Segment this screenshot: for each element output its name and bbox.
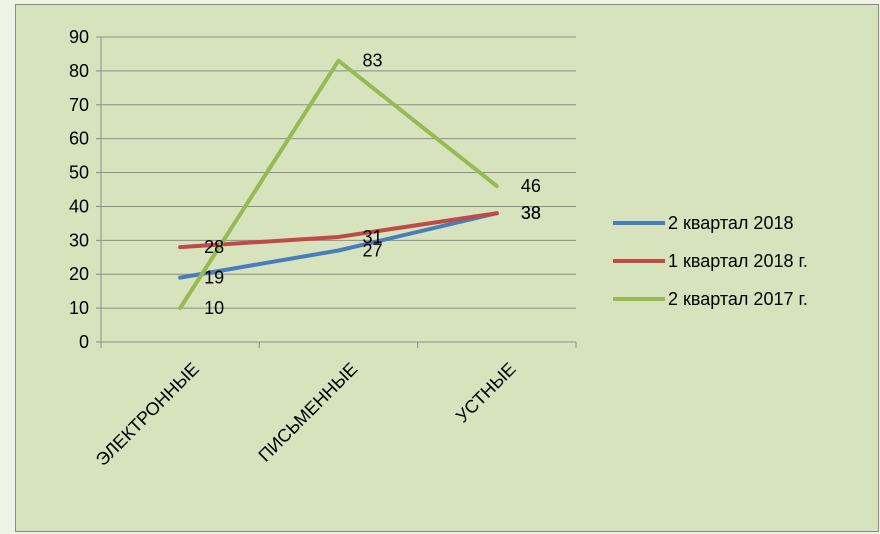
data-label: 31 [363, 227, 383, 247]
data-label: 38 [521, 203, 541, 223]
x-tick-label: ЭЛЕКТРОННЫЕ [92, 359, 203, 470]
series-line [178, 211, 499, 280]
y-tick-label: 40 [69, 196, 89, 216]
y-tick-label: 50 [69, 163, 89, 183]
y-tick-label: 70 [69, 95, 89, 115]
y-tick-label: 80 [69, 61, 89, 81]
legend-item: 2 квартал 2017 г. [613, 289, 808, 309]
series-line [178, 58, 499, 311]
data-label: 28 [204, 237, 224, 257]
data-label: 38 [521, 203, 541, 223]
x-tick-label: ПИСЬМЕННЫЕ [254, 359, 361, 466]
line-chart: 0 10 20 30 40 50 60 70 80 90 ЭЛЕКТРОННЫЕ ПИСЬМЕННЫЕ… [69, 27, 808, 470]
legend: 2 квартал 2018 1 квартал 2018 г. 2 квартал… [613, 213, 808, 309]
y-tick-label: 20 [69, 264, 89, 284]
y-tick-label: 10 [69, 298, 89, 318]
legend-label: 2 квартал 2018 [668, 213, 793, 233]
y-tick-label: 60 [69, 129, 89, 149]
legend-label: 1 квартал 2018 г. [668, 251, 808, 271]
series-lines [178, 58, 499, 311]
chart-frame: 0 10 20 30 40 50 60 70 80 90 ЭЛЕКТРОННЫЕ ПИСЬМЕННЫЕ… [15, 4, 879, 532]
data-label: 83 [363, 51, 383, 71]
x-tick-label: УСТНЫЕ [452, 359, 520, 427]
series-line [178, 211, 499, 250]
legend-item: 2 квартал 2018 [613, 213, 793, 233]
data-label: 10 [204, 298, 224, 318]
y-tick-label: 90 [69, 27, 89, 47]
y-tick-label: 30 [69, 230, 89, 250]
legend-label: 2 квартал 2017 г. [668, 289, 808, 309]
y-tick-label: 0 [79, 332, 89, 352]
data-label: 27 [363, 241, 383, 261]
data-label: 46 [521, 176, 541, 196]
legend-item: 1 квартал 2018 г. [613, 251, 808, 271]
data-label: 19 [204, 268, 224, 288]
gridlines [101, 36, 576, 309]
axes: 0 10 20 30 40 50 60 70 80 90 ЭЛЕКТРОННЫЕ ПИСЬМЕННЫЕ… [69, 27, 577, 470]
